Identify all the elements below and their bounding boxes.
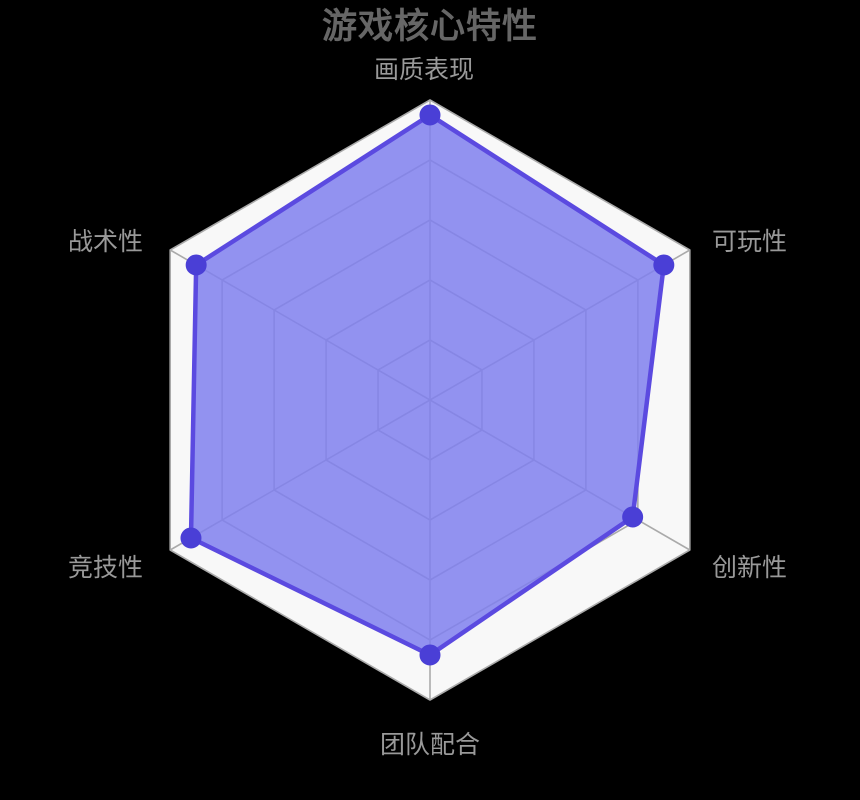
data-point-画质表现[interactable] — [419, 104, 441, 126]
data-point-竞技性[interactable] — [180, 527, 202, 549]
axis-label-innovation: 创新性 — [712, 553, 788, 582]
axis-label-teamwork: 团队配合 — [380, 730, 481, 759]
chart-title: 游戏核心特性 — [321, 7, 538, 47]
axis-label-graphics: 画质表现 — [374, 55, 475, 84]
data-point-可玩性[interactable] — [653, 254, 675, 276]
axis-label-playability: 可玩性 — [712, 227, 788, 256]
data-point-战术性[interactable] — [185, 254, 207, 276]
data-point-创新性[interactable] — [622, 506, 644, 528]
axis-label-competitive: 竞技性 — [68, 553, 144, 582]
axis-label-tactics: 战术性 — [68, 227, 144, 256]
data-point-团队配合[interactable] — [419, 644, 441, 666]
